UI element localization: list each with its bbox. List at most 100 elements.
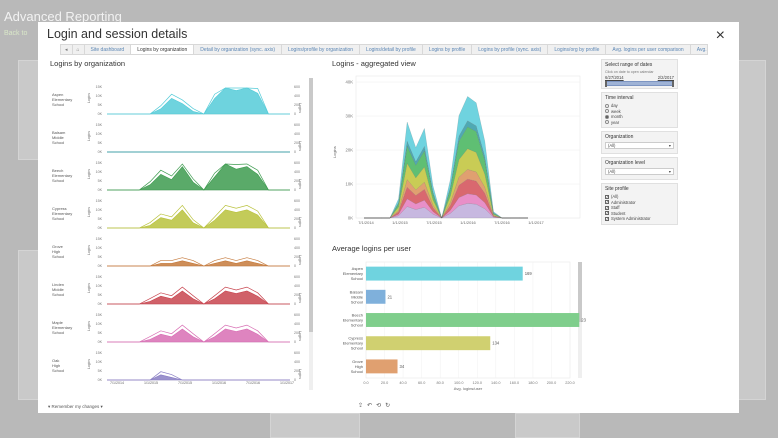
bar — [366, 289, 386, 304]
checkbox-icon[interactable]: ✓ — [605, 200, 609, 205]
left-tick-label: 0K — [98, 150, 103, 154]
start-date[interactable]: 6/27/2014 — [605, 75, 624, 80]
x-tick-label: 180.0 — [528, 381, 538, 385]
tab-scroll-left-icon[interactable]: ◂ — [61, 45, 73, 54]
time-interval-options: day week month year — [605, 103, 674, 125]
checkbox-icon[interactable]: ✓ — [605, 205, 609, 210]
right-axis-label: Logins — [298, 255, 302, 265]
radio-icon[interactable] — [605, 109, 609, 114]
tab-logins-by-profile[interactable]: Logins by profile — [423, 45, 473, 54]
remember-label: Remember my changes — [51, 404, 100, 409]
x-tick-label: 1/1/2017 — [528, 220, 544, 225]
left-tick-label: 10K — [96, 94, 103, 98]
organization-select[interactable]: (All) ▾ — [605, 142, 674, 149]
org-name-label: High — [52, 249, 60, 254]
end-date[interactable]: 2/2/2017 — [657, 75, 674, 80]
undo-icon[interactable]: ↶ — [367, 403, 373, 409]
tab-avg[interactable]: Avg. — [691, 45, 707, 54]
checkbox-icon[interactable]: ✓ — [605, 211, 609, 216]
org-level-title: Organization level — [605, 160, 646, 166]
interval-option-label: year — [611, 119, 620, 125]
share-icon[interactable]: ⇪ — [358, 403, 364, 409]
left-tick-label: 15K — [96, 161, 103, 165]
org-area — [107, 374, 290, 381]
tab-detail-by-organization-sync-axis[interactable]: Detail by organization (sync. axis) — [194, 45, 282, 54]
date-range-slider[interactable] — [605, 81, 674, 87]
left-tick-label: 10K — [96, 322, 103, 326]
x-tick-label: 140.0 — [491, 381, 501, 385]
checkbox-icon[interactable]: ✓ — [605, 216, 609, 221]
profile-option[interactable]: ✓ Student — [605, 211, 674, 217]
back-link[interactable]: Back to — [4, 30, 28, 37]
slider-start-handle[interactable] — [605, 81, 607, 87]
tab-logins-profile-by-organization[interactable]: Logins/profile by organization — [282, 45, 361, 54]
remember-changes[interactable]: ▾ Remember my changes ▾ — [48, 404, 103, 409]
org-name-label: School — [52, 368, 64, 373]
bar-value-label: 134 — [492, 341, 500, 346]
right-axis-label: Logins — [298, 331, 302, 341]
category-label: School — [351, 346, 363, 351]
right-tick-label: 0 — [294, 302, 296, 306]
interval-option-month[interactable]: month — [605, 114, 674, 120]
left-tick-label: 5K — [98, 255, 103, 259]
left-tick-label: 15K — [96, 199, 103, 203]
radio-icon[interactable] — [605, 103, 609, 108]
bar — [366, 266, 523, 281]
revert-icon[interactable]: ⟲ — [376, 403, 382, 409]
profile-option[interactable]: ✓ System Administrator — [605, 216, 674, 222]
site-profile-options: ✓ (All) ✓ Administrator ✓ Staff ✓ Student ✓ Syste… — [605, 194, 674, 222]
radio-icon[interactable] — [605, 120, 609, 125]
tab-logins-detail-by-profile[interactable]: Logins/detail by profile — [360, 45, 423, 54]
bar — [366, 313, 580, 327]
right-tick-label: 200 — [294, 141, 300, 145]
profile-option[interactable]: ✓ Administrator — [605, 200, 674, 206]
left-tick-label: 0K — [98, 302, 103, 306]
radio-icon[interactable] — [605, 114, 609, 119]
left-scrollbar-thumb[interactable] — [309, 78, 313, 332]
left-tick-label: 5K — [98, 293, 103, 297]
left-tick-label: 15K — [96, 275, 103, 279]
category-label: School — [351, 299, 363, 304]
right-axis-label: Logins — [298, 179, 302, 189]
category-label: School — [351, 323, 363, 328]
bar — [366, 359, 398, 374]
aggregated-area-series — [364, 96, 528, 219]
checkbox-icon[interactable]: ✓ — [605, 194, 609, 199]
interval-option-week[interactable]: week — [605, 109, 674, 115]
interval-option-year[interactable]: year — [605, 120, 674, 126]
aggregated-area-series — [364, 203, 528, 219]
left-axis-label: Logins — [87, 283, 91, 293]
org-line — [107, 163, 290, 191]
right-tick-label: 0 — [294, 378, 296, 382]
background-card — [515, 413, 580, 438]
tab-home-icon[interactable]: ⌂ — [73, 45, 85, 54]
slider-end-handle[interactable] — [672, 81, 674, 87]
left-axis-label: Logins — [87, 207, 91, 217]
y-tick-label: 40K — [346, 80, 354, 85]
category-label: School — [351, 369, 363, 374]
refresh-icon[interactable]: ↻ — [385, 403, 391, 409]
tab-logins-org-by-profile[interactable]: Logins/org by profile — [548, 45, 607, 54]
profile-option[interactable]: ✓ Staff — [605, 205, 674, 211]
tab-bar: ◂ ⌂ Site dashboard Logins by organization… — [60, 44, 708, 55]
left-tick-label: 10K — [96, 284, 103, 288]
org-line — [107, 286, 290, 305]
org-name-label: Elementary — [52, 173, 72, 178]
time-interval-filter: Time interval day week month year — [601, 92, 678, 128]
org-name-label: School — [52, 254, 64, 259]
close-button[interactable]: × — [715, 27, 725, 44]
logins-by-org-title: Logins by organization — [50, 59, 126, 68]
tab-logins-by-profile-sync-axis[interactable]: Logins by profile (sync. axis) — [472, 45, 549, 54]
tab-site-dashboard[interactable]: Site dashboard — [85, 45, 132, 54]
tab-avg-logins-per-user-comparison[interactable]: Avg. logins per user comparison — [606, 45, 691, 54]
org-name-label: School — [52, 140, 64, 145]
category-label: Middle — [351, 294, 364, 299]
tab-logins-by-organization[interactable]: Logins by organization — [131, 45, 195, 54]
profile-option[interactable]: ✓ (All) — [605, 194, 674, 200]
org-level-select[interactable]: (All) ▾ — [605, 168, 674, 175]
x-tick-label: 60.0 — [418, 381, 425, 385]
interval-option-day[interactable]: day — [605, 103, 674, 109]
